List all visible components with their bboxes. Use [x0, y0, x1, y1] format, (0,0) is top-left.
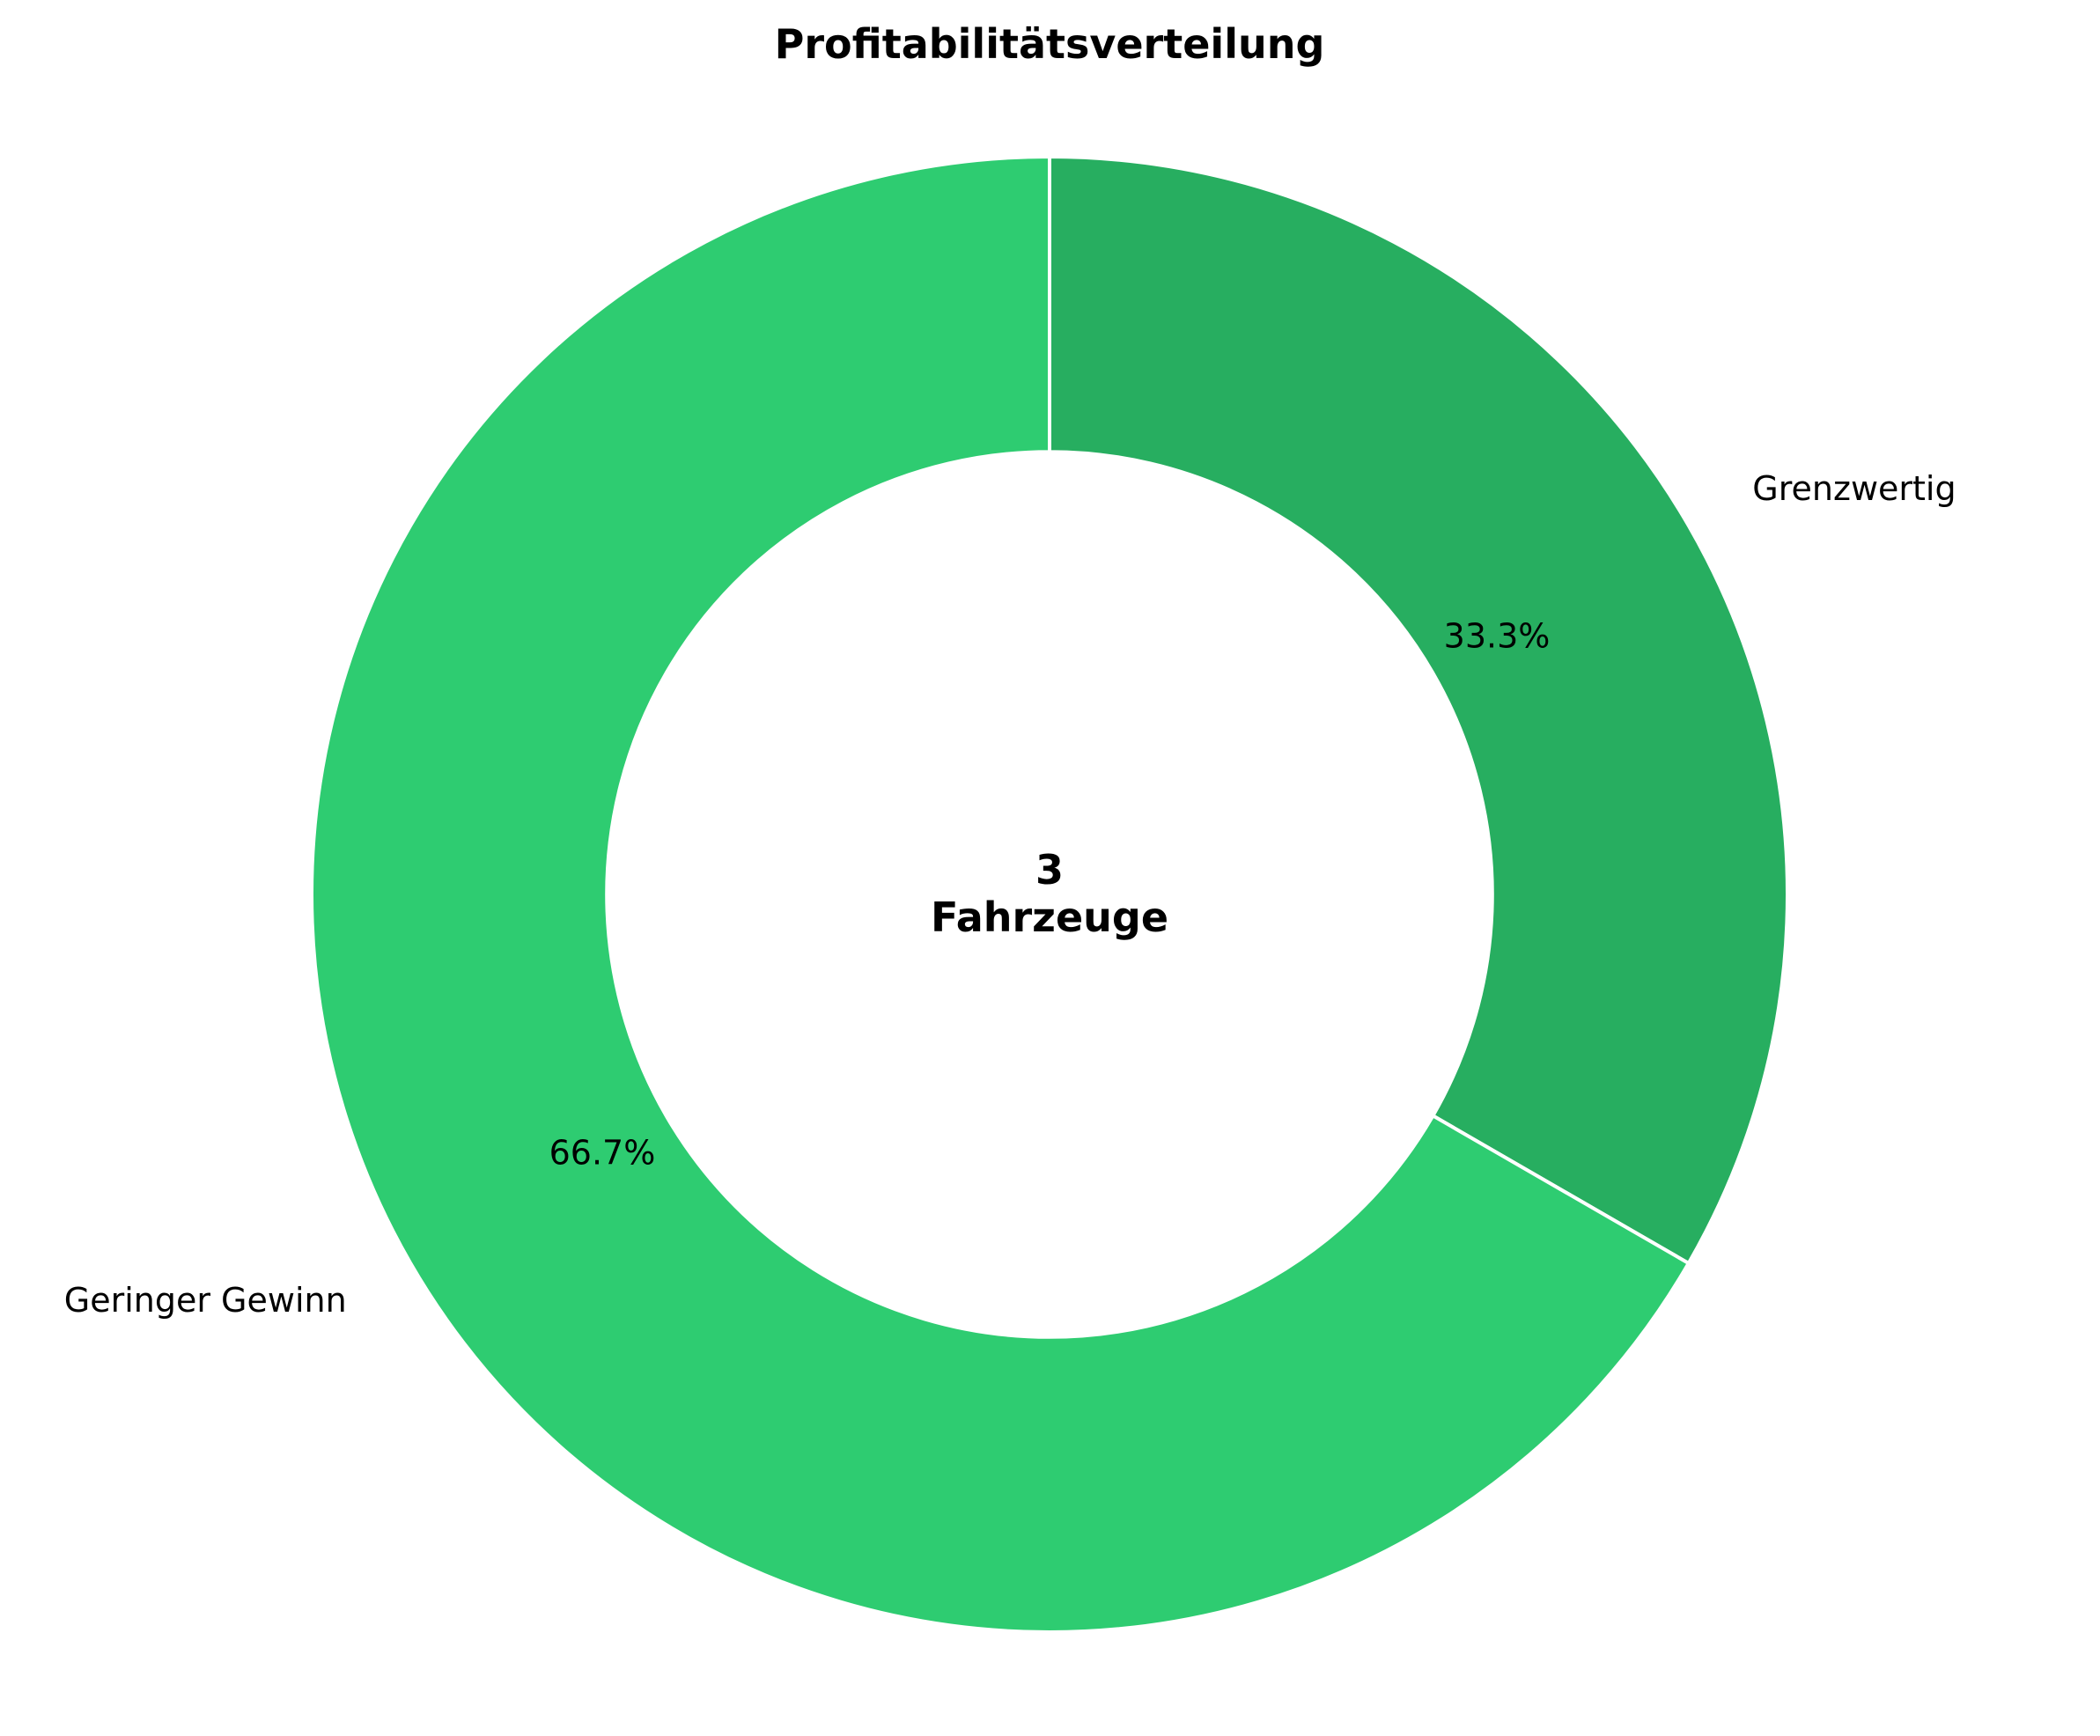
- category-label: Grenzwertig: [1752, 469, 1956, 508]
- percent-label: 33.3%: [1444, 617, 1551, 656]
- center-unit: Fahrzeuge: [931, 894, 1168, 941]
- center-count: 3: [1035, 846, 1064, 894]
- slice-geringer-gewinn: [310, 154, 1691, 1634]
- donut-slices: [310, 154, 1789, 1634]
- chart-title: Profitabilitätsverteilung: [775, 20, 1325, 68]
- percent-label: 66.7%: [549, 1133, 656, 1172]
- donut-labels: Grenzwertig 33.3% Geringer Gewinn 66.7%: [64, 469, 1956, 1320]
- slice-grenzwertig: [1048, 154, 1789, 1266]
- category-label: Geringer Gewinn: [64, 1281, 347, 1320]
